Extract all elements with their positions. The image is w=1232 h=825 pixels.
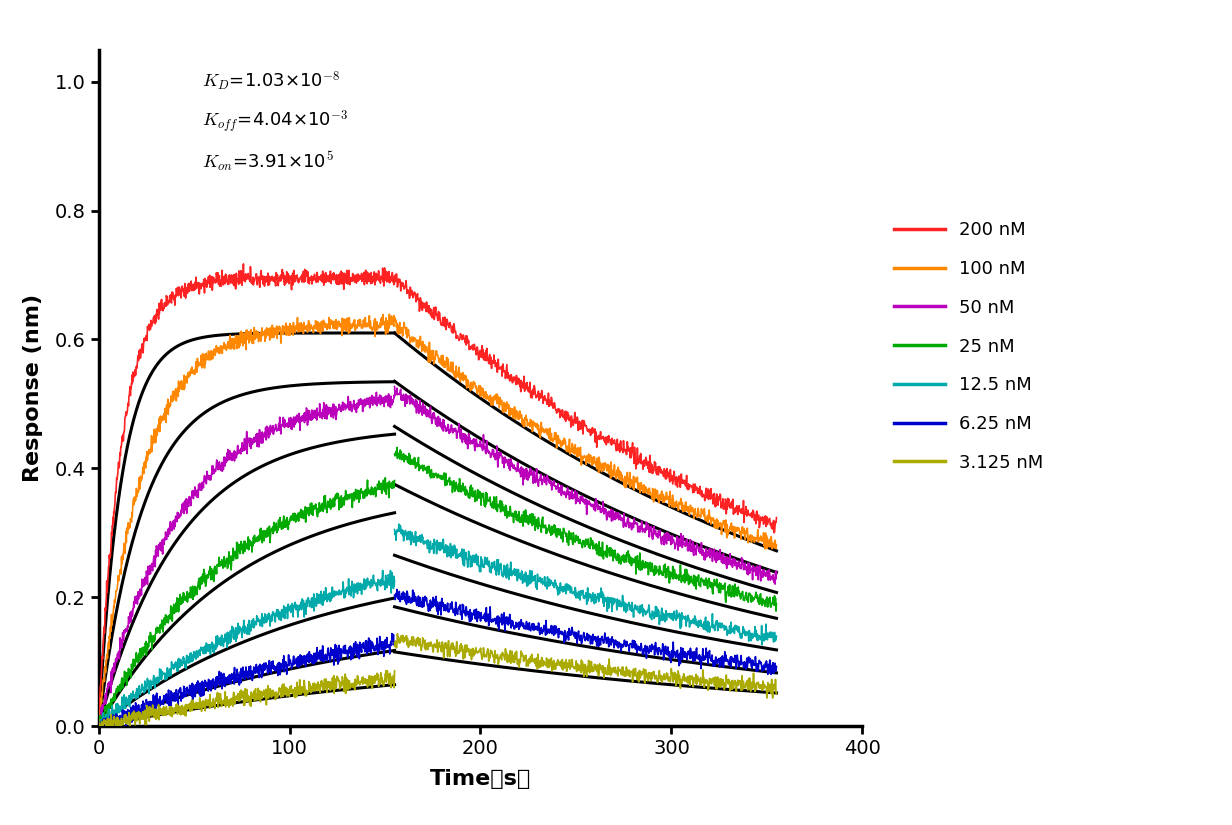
6.25 nM [389, 584, 404, 594]
25 nM [411, 452, 426, 462]
25 nM [387, 450, 402, 460]
Line: 3.125 nM: 3.125 nM [394, 634, 776, 698]
3.125 nM [678, 676, 692, 686]
25 nM [678, 578, 692, 587]
3.125 nM [391, 629, 405, 639]
12.5 nM [387, 525, 402, 535]
200 nM [610, 443, 625, 453]
25 nM [620, 548, 634, 558]
200 nM [631, 459, 646, 469]
3.125 nM [717, 677, 732, 687]
3.125 nM [411, 637, 426, 647]
6.25 nM [387, 591, 402, 601]
3.125 nM [759, 693, 774, 703]
50 nM [716, 549, 731, 559]
50 nM [609, 513, 623, 523]
50 nM [676, 540, 691, 549]
100 nM [387, 316, 402, 326]
6.25 nM [610, 641, 625, 651]
200 nM [769, 512, 784, 522]
Y-axis label: Response (nm): Response (nm) [23, 294, 43, 482]
50 nM [387, 382, 402, 392]
6.25 nM [411, 591, 426, 601]
50 nM [618, 521, 633, 531]
100 nM [388, 313, 403, 323]
25 nM [389, 442, 404, 452]
Legend: 200 nM, 100 nM, 50 nM, 25 nM, 12.5 nM, 6.25 nM, 3.125 nM: 200 nM, 100 nM, 50 nM, 25 nM, 12.5 nM, 6… [887, 214, 1051, 479]
3.125 nM [387, 638, 402, 648]
100 nM [620, 473, 634, 483]
6.25 nM [764, 669, 779, 679]
3.125 nM [631, 667, 646, 677]
200 nM [766, 528, 781, 538]
X-axis label: Time（s）: Time（s） [430, 769, 531, 790]
6.25 nM [717, 657, 732, 667]
200 nM [678, 475, 692, 485]
Line: 50 nM: 50 nM [394, 387, 776, 584]
3.125 nM [610, 667, 625, 676]
6.25 nM [620, 636, 634, 646]
12.5 nM [392, 519, 407, 529]
Text: $K_D$=1.03×10$^{-8}$
$K_{off}$=4.04×10$^{-3}$
$K_{on}$=3.91×10$^{5}$: $K_D$=1.03×10$^{-8}$ $K_{off}$=4.04×10$^… [202, 70, 349, 173]
50 nM [769, 566, 784, 576]
Line: 6.25 nM: 6.25 nM [394, 589, 776, 674]
12.5 nM [678, 614, 692, 624]
25 nM [631, 563, 646, 573]
Line: 25 nM: 25 nM [394, 447, 776, 611]
50 nM [768, 579, 782, 589]
12.5 nM [620, 600, 634, 610]
12.5 nM [717, 620, 732, 630]
12.5 nM [769, 631, 784, 641]
Line: 200 nM: 200 nM [394, 274, 776, 533]
200 nM [411, 295, 426, 304]
12.5 nM [631, 607, 646, 617]
12.5 nM [610, 605, 625, 615]
3.125 nM [769, 689, 784, 699]
12.5 nM [411, 531, 426, 541]
25 nM [769, 599, 784, 609]
100 nM [717, 516, 732, 526]
100 nM [610, 465, 625, 475]
200 nM [389, 269, 404, 279]
200 nM [387, 278, 402, 288]
100 nM [411, 343, 426, 353]
25 nM [769, 606, 784, 616]
3.125 nM [620, 667, 634, 677]
6.25 nM [769, 662, 784, 672]
50 nM [631, 527, 646, 537]
100 nM [631, 483, 646, 493]
100 nM [678, 503, 692, 513]
Line: 100 nM: 100 nM [394, 318, 776, 549]
25 nM [717, 584, 732, 594]
Line: 12.5 nM: 12.5 nM [394, 524, 776, 645]
100 nM [758, 544, 772, 554]
200 nM [620, 450, 634, 460]
12.5 nM [755, 640, 770, 650]
25 nM [610, 555, 625, 565]
6.25 nM [631, 645, 646, 655]
100 nM [769, 540, 784, 550]
6.25 nM [678, 650, 692, 660]
50 nM [410, 400, 425, 410]
200 nM [717, 499, 732, 509]
